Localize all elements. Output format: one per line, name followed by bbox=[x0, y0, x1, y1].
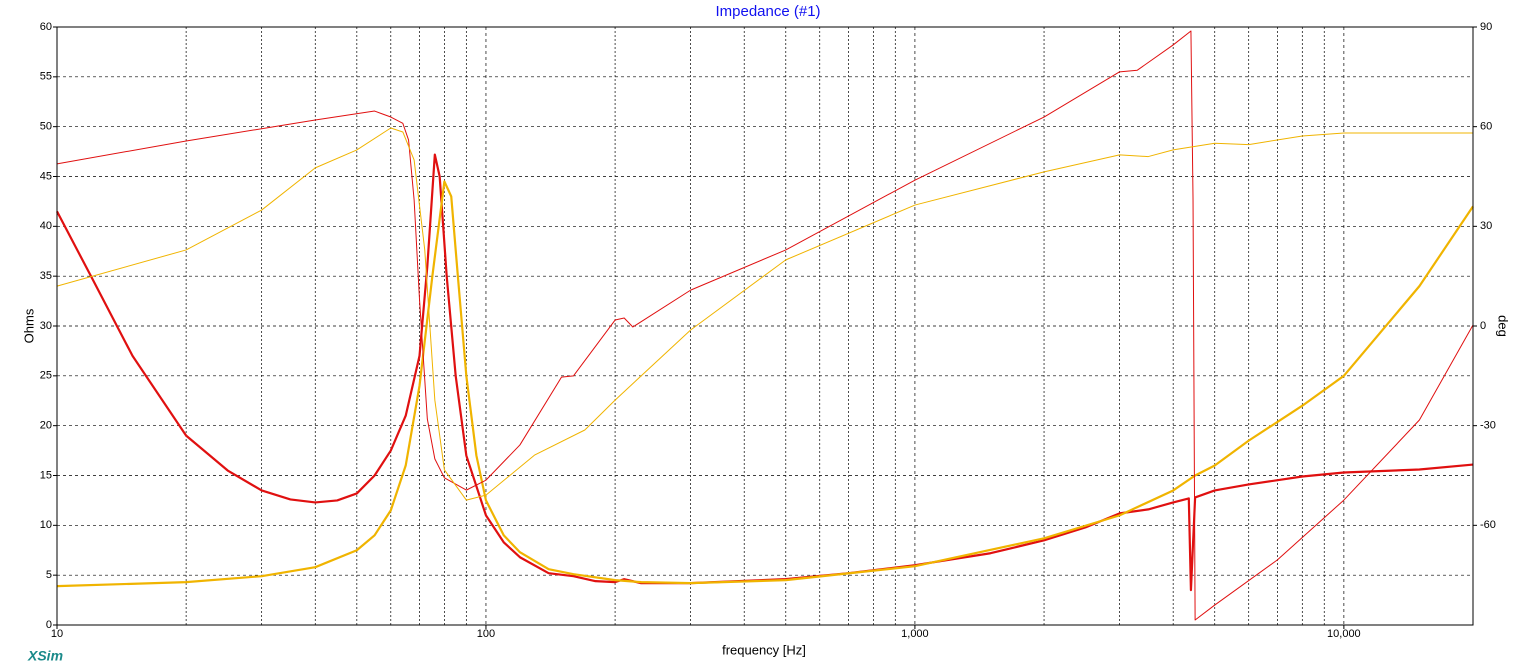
y-tick-label: 45 bbox=[40, 170, 52, 182]
y-tick-label: 0 bbox=[46, 619, 52, 631]
x-tick-label: 10,000 bbox=[1327, 628, 1361, 640]
series-line bbox=[56, 153, 1474, 592]
series-line bbox=[56, 30, 1474, 621]
x-tick-label: 1,000 bbox=[901, 628, 929, 640]
plot-lines bbox=[56, 30, 1474, 621]
series-line bbox=[56, 180, 1474, 588]
y-tick-label: 10 bbox=[40, 519, 52, 531]
series-line bbox=[56, 127, 1473, 501]
x-tick-label: 10 bbox=[51, 628, 63, 640]
y2-tick-label: 90 bbox=[1480, 21, 1492, 33]
logo: XSim bbox=[27, 648, 63, 664]
y-tick-label: 60 bbox=[40, 21, 52, 33]
x-tick-label: 100 bbox=[477, 628, 495, 640]
y-axis-label: Ohms bbox=[21, 308, 36, 343]
y-tick-label: 30 bbox=[40, 320, 52, 332]
y2-tick-label: -60 bbox=[1480, 519, 1496, 531]
y2-axis-label: deg bbox=[1496, 315, 1511, 337]
y-tick-label: 5 bbox=[46, 569, 52, 581]
y-tick-label: 40 bbox=[40, 220, 52, 232]
chart-title: Impedance (#1) bbox=[715, 3, 820, 20]
y-tick-label: 20 bbox=[40, 420, 52, 432]
y-tick-label: 50 bbox=[40, 121, 52, 133]
y2-tick-label: 0 bbox=[1480, 320, 1486, 332]
y2-tick-label: 30 bbox=[1480, 220, 1492, 232]
y-tick-label: 15 bbox=[40, 469, 52, 481]
y-tick-label: 35 bbox=[40, 270, 52, 282]
y-tick-label: 25 bbox=[40, 370, 52, 382]
x-axis-label: frequency [Hz] bbox=[722, 642, 806, 657]
y-tick-label: 55 bbox=[40, 71, 52, 83]
y2-tick-label: 60 bbox=[1480, 121, 1492, 133]
y2-tick-label: -30 bbox=[1480, 420, 1496, 432]
